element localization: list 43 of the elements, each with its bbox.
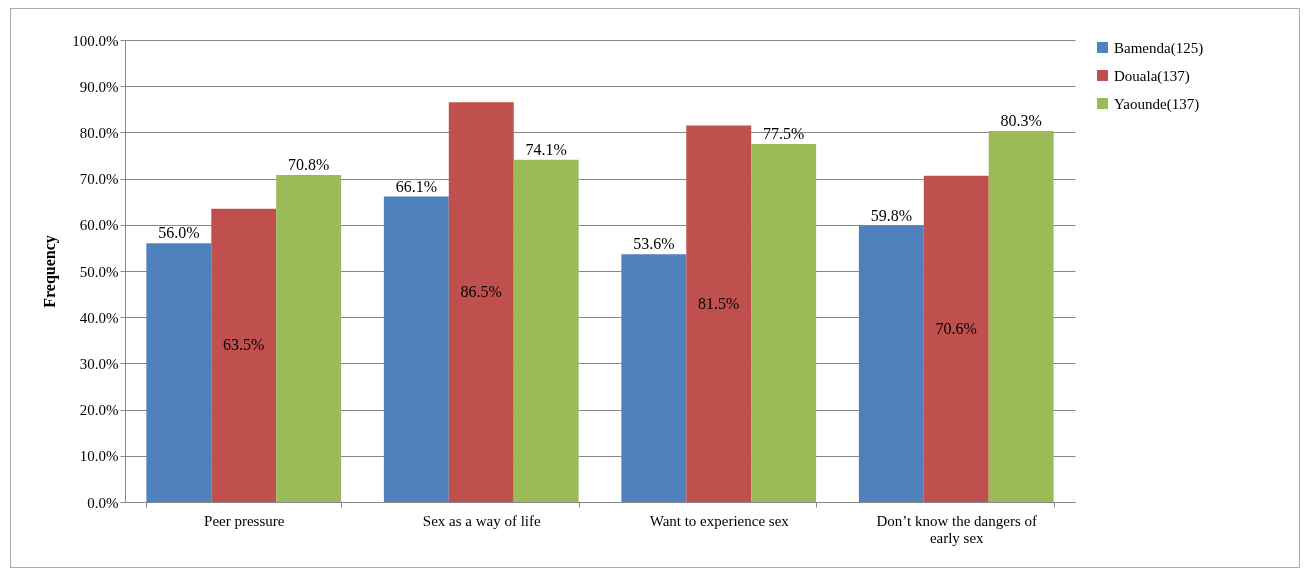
bar <box>621 254 687 502</box>
legend-label: Yaounde(137) <box>1114 95 1200 113</box>
x-tick-label: Want to experience sex <box>649 512 790 529</box>
legend-label: Bamenda(125) <box>1114 39 1204 57</box>
bar <box>988 131 1054 502</box>
bar <box>448 102 514 502</box>
bar <box>751 143 817 502</box>
bar <box>513 159 579 502</box>
y-tick-label: 80.0% <box>79 124 119 141</box>
y-tick-label: 10.0% <box>79 448 119 465</box>
bar <box>383 196 449 502</box>
bar <box>923 175 989 502</box>
x-tick-label: Sex as a way of life <box>422 512 542 529</box>
data-label: 80.3% <box>1000 112 1042 130</box>
data-label: 59.8% <box>870 206 912 224</box>
data-label: 66.1% <box>395 177 437 195</box>
y-axis-title: Frequency <box>41 235 60 308</box>
data-label: 77.5% <box>763 124 805 142</box>
data-label: 70.6% <box>935 319 977 337</box>
data-label: 74.1% <box>525 140 567 158</box>
bar <box>146 243 212 502</box>
data-label: 63.5% <box>223 336 265 354</box>
data-label: 70.8% <box>288 155 330 173</box>
x-tick-label: Don’t know the dangers of early sex <box>876 512 1038 546</box>
bar <box>211 208 277 502</box>
y-tick-label: 60.0% <box>79 217 119 234</box>
legend-label: Douala(137) <box>1114 67 1190 85</box>
y-tick-label: 20.0% <box>79 402 119 419</box>
y-tick-label: 100.0% <box>72 32 119 49</box>
data-label: 81.5% <box>698 294 740 312</box>
y-tick-label: 30.0% <box>79 355 119 372</box>
y-tick-label: 70.0% <box>79 171 119 188</box>
data-label: 53.6% <box>633 235 675 253</box>
bar <box>686 125 752 502</box>
y-tick-label: 50.0% <box>79 263 119 280</box>
x-tick-label: Peer pressure <box>204 512 285 529</box>
data-label: 86.5% <box>460 283 502 301</box>
data-label: 56.0% <box>158 224 200 242</box>
y-tick-label: 40.0% <box>79 309 119 326</box>
bar <box>276 174 342 502</box>
y-tick-label: 90.0% <box>79 78 119 95</box>
bar <box>858 225 924 502</box>
y-tick-label: 0.0% <box>87 494 119 511</box>
